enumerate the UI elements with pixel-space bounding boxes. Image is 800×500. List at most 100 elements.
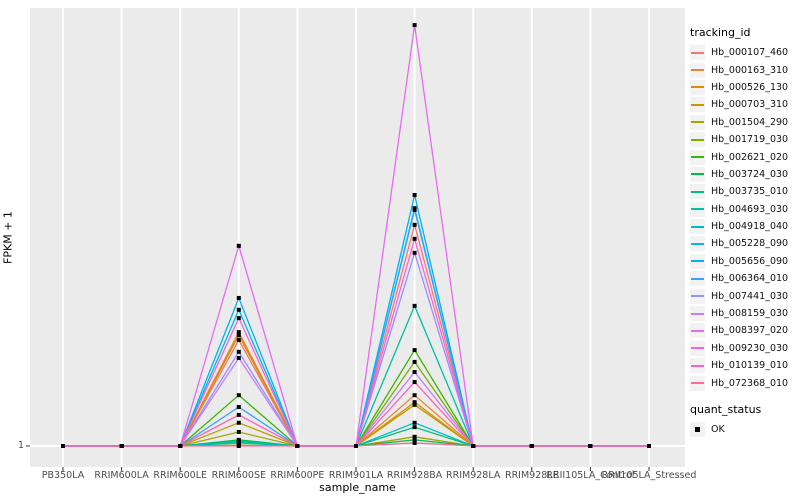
data-point-Hb_000703_310	[236, 420, 241, 425]
x-tick-label-RRIM928LA: RRIM928LA	[446, 470, 501, 481]
data-point-Hb_005656_090	[412, 193, 417, 198]
legend-item-label: Hb_004918_040	[711, 221, 789, 233]
data-point-Hb_000107_460	[412, 222, 417, 227]
data-point-Hb_072368_010	[647, 444, 651, 448]
data-point-Hb_004918_040	[236, 440, 241, 445]
legend-item-label: Hb_009230_030	[711, 342, 789, 354]
data-point-Hb_004918_040	[412, 420, 417, 425]
black-square-icon	[695, 427, 700, 432]
legend-item-label: Hb_004693_030	[711, 203, 789, 215]
legend-item-label: Hb_007441_030	[711, 290, 789, 302]
legend-title-tracking-id: tracking_id	[690, 26, 751, 39]
data-point-Hb_002621_020	[236, 393, 241, 398]
legend-item-Hb_007441_030: Hb_007441_030	[690, 287, 800, 304]
color-line-icon	[691, 277, 704, 280]
data-point-Hb_008397_020	[236, 243, 241, 248]
x-tick-label-RRIM600LE: RRIM600LE	[153, 470, 208, 481]
data-point-Hb_072368_010	[529, 444, 534, 448]
data-point-Hb_005228_090	[236, 307, 241, 312]
color-line-icon	[691, 69, 704, 72]
data-point-Hb_072368_010	[412, 440, 417, 445]
legend-color-key	[690, 184, 705, 200]
data-point-Hb_072368_010	[588, 444, 593, 448]
data-point-Hb_000526_130	[412, 400, 417, 405]
legend-color-key	[690, 236, 705, 252]
legend-item-label: Hb_001719_030	[711, 134, 789, 146]
data-point-Hb_004693_030	[412, 303, 417, 308]
color-line-icon	[691, 138, 704, 141]
data-point-Hb_001504_290	[236, 429, 241, 434]
data-point-Hb_009230_030	[236, 316, 241, 321]
data-point-Hb_008159_030	[412, 369, 417, 374]
legend-color-key	[690, 201, 705, 217]
legend-item-Hb_003735_010: Hb_003735_010	[690, 183, 800, 200]
data-point-Hb_072368_010	[61, 444, 65, 448]
x-tick-label-RRIM901LA: RRIM901LA	[328, 470, 384, 481]
legend-item-Hb_000107_460: Hb_000107_460	[690, 44, 800, 61]
legend-item-Hb_000163_310: Hb_000163_310	[690, 61, 800, 78]
x-tick-label-RRIM600LA: RRIM600LA	[94, 470, 149, 481]
legend-item-Hb_008397_020: Hb_008397_020	[690, 322, 800, 339]
y-axis-tick-label: 1	[17, 440, 24, 451]
legend-item-label: Hb_003724_030	[711, 168, 789, 180]
legend-item-label: Hb_002621_020	[711, 151, 789, 163]
legend-color-key	[690, 306, 705, 322]
legend-item-label: Hb_005656_090	[711, 255, 789, 267]
data-point-Hb_072368_010	[471, 444, 476, 448]
legend-item-label: OK	[711, 424, 725, 435]
color-line-icon	[691, 86, 704, 89]
data-point-Hb_009230_030	[412, 236, 417, 241]
legend-title-quant-status: quant_status	[690, 402, 762, 416]
x-axis-title: sample_name	[319, 481, 396, 494]
legend-item-Hb_001504_290: Hb_001504_290	[690, 114, 800, 131]
legend-item-Hb_008159_030: Hb_008159_030	[690, 305, 800, 322]
color-line-icon	[691, 208, 704, 211]
color-line-icon	[691, 103, 704, 106]
legend-item-label: Hb_010139_010	[711, 360, 789, 372]
legend-color-key	[690, 271, 705, 287]
data-point-Hb_006364_010	[412, 207, 417, 212]
data-point-Hb_008159_030	[236, 355, 241, 360]
color-line-icon	[691, 329, 704, 332]
legend-item-Hb_000703_310: Hb_000703_310	[690, 96, 800, 113]
legend-item-Hb_001719_030: Hb_001719_030	[690, 131, 800, 148]
data-point-Hb_007441_030	[412, 250, 417, 255]
x-tick-label-RRIM928LE: RRIM928LE	[504, 470, 559, 481]
legend-item-label: Hb_008397_020	[711, 325, 789, 337]
legend-item-Hb_005228_090: Hb_005228_090	[690, 235, 800, 252]
legend-color-key	[690, 340, 705, 356]
legend-item-Hb_006364_010: Hb_006364_010	[690, 270, 800, 287]
legend-color-key	[690, 132, 705, 148]
data-point-Hb_001504_290	[412, 434, 417, 439]
legend-item-label: Hb_072368_010	[711, 377, 789, 389]
data-point-Hb_000107_460	[236, 338, 241, 343]
data-point-Hb_006364_010	[236, 405, 241, 410]
data-point-Hb_000163_310	[412, 393, 417, 398]
data-point-Hb_007441_030	[236, 349, 241, 354]
legend-item-Hb_072368_010: Hb_072368_010	[690, 374, 800, 391]
color-line-icon	[691, 364, 704, 367]
legend-item-ok: OK	[690, 421, 800, 438]
data-point-Hb_003735_010	[412, 425, 417, 430]
data-point-Hb_005656_090	[236, 295, 241, 300]
x-tick-label-RRII105LA_Stressed: RRII105LA_Stressed	[601, 470, 697, 481]
plot-panel	[30, 8, 685, 467]
legend-item-label: Hb_005228_090	[711, 238, 789, 250]
legend-item-label: Hb_000703_310	[711, 99, 789, 111]
legend-item-Hb_010139_010: Hb_010139_010	[690, 357, 800, 374]
legend-color-key	[690, 375, 705, 391]
legend-item-Hb_003724_030: Hb_003724_030	[690, 166, 800, 183]
legend-item-label: Hb_006364_010	[711, 273, 789, 285]
x-tick-label-RRIM928BA: RRIM928BA	[386, 470, 443, 481]
legend-item-Hb_004918_040: Hb_004918_040	[690, 218, 800, 235]
ok-marker-key	[690, 422, 705, 437]
color-line-icon	[691, 156, 704, 159]
x-tick-label-RRIM600PE: RRIM600PE	[270, 470, 325, 481]
color-line-icon	[691, 382, 704, 385]
color-line-icon	[691, 312, 704, 315]
legend-item-Hb_002621_020: Hb_002621_020	[690, 148, 800, 165]
color-line-icon	[691, 260, 704, 263]
legend-color-key	[690, 45, 705, 61]
data-point-Hb_010139_010	[412, 380, 417, 385]
